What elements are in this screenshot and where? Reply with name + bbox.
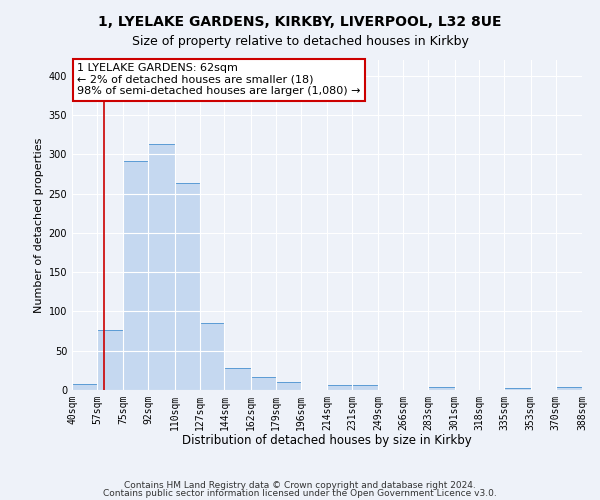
Bar xyxy=(199,323,224,390)
Text: Size of property relative to detached houses in Kirkby: Size of property relative to detached ho… xyxy=(131,35,469,48)
Bar xyxy=(123,162,148,390)
Bar xyxy=(276,382,301,390)
Text: 1, LYELAKE GARDENS, KIRKBY, LIVERPOOL, L32 8UE: 1, LYELAKE GARDENS, KIRKBY, LIVERPOOL, L… xyxy=(98,15,502,29)
Bar xyxy=(556,387,582,390)
Bar xyxy=(251,378,276,390)
Bar xyxy=(327,386,352,390)
Text: 1 LYELAKE GARDENS: 62sqm
← 2% of detached houses are smaller (18)
98% of semi-de: 1 LYELAKE GARDENS: 62sqm ← 2% of detache… xyxy=(77,64,361,96)
Bar xyxy=(97,330,123,390)
Bar xyxy=(175,184,199,390)
Y-axis label: Number of detached properties: Number of detached properties xyxy=(34,138,44,312)
Bar xyxy=(428,387,455,390)
Bar xyxy=(224,368,251,390)
Text: Contains public sector information licensed under the Open Government Licence v3: Contains public sector information licen… xyxy=(103,489,497,498)
X-axis label: Distribution of detached houses by size in Kirkby: Distribution of detached houses by size … xyxy=(182,434,472,448)
Bar xyxy=(72,384,97,390)
Bar xyxy=(352,384,378,390)
Bar xyxy=(505,388,531,390)
Bar xyxy=(148,144,175,390)
Text: Contains HM Land Registry data © Crown copyright and database right 2024.: Contains HM Land Registry data © Crown c… xyxy=(124,480,476,490)
